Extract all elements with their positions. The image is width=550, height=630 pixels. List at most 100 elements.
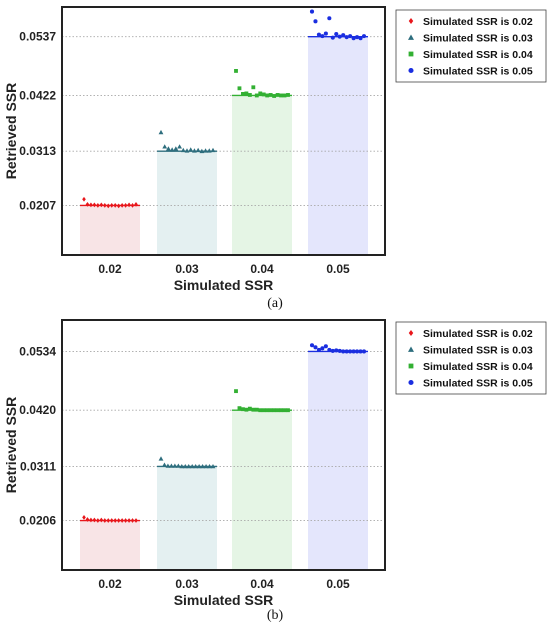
- x-tick-label: 0.02: [98, 577, 122, 591]
- x-tick-label: 0.03: [175, 577, 199, 591]
- figure-caption: (b): [267, 608, 284, 623]
- data-point: [134, 201, 138, 207]
- data-point: [99, 517, 104, 523]
- data-point: [351, 349, 356, 354]
- data-point: [323, 344, 328, 349]
- data-point: [279, 93, 283, 98]
- data-point: [184, 148, 190, 153]
- data-point: [158, 129, 164, 135]
- legend-entry: Simulated SSR is 0.02: [423, 16, 533, 28]
- data-point: [207, 463, 212, 469]
- chart-panel-2: 0.0206 0.0311 0.0420 0.0534 0.02 0.03 0.04 0.05…: [3, 319, 547, 623]
- data-point: [337, 348, 342, 353]
- data-point: [234, 389, 238, 394]
- legend-entry: Simulated SSR is 0.04: [423, 49, 533, 61]
- legend-entry: Simulated SSR is 0.03: [423, 344, 533, 356]
- data-point: [182, 463, 188, 469]
- data-point: [244, 407, 249, 412]
- data-point: [258, 91, 263, 96]
- data-point: [186, 463, 192, 469]
- y-tick-label: 0.0534: [19, 344, 56, 358]
- data-point: [179, 463, 185, 469]
- data-point: [127, 202, 131, 208]
- data-point: [247, 93, 252, 97]
- data-point: [316, 32, 321, 37]
- data-point: [196, 463, 202, 469]
- data-point: [120, 518, 124, 523]
- data-point: [282, 408, 287, 413]
- data-point: [358, 36, 363, 41]
- legend-box: [395, 321, 547, 395]
- data-point: [258, 408, 263, 413]
- data-point: [361, 34, 367, 39]
- data-point: [165, 463, 171, 468]
- data-point: [210, 147, 216, 153]
- legend-marker: [408, 346, 414, 352]
- data-point: [210, 463, 216, 469]
- data-point: [309, 343, 315, 348]
- data-point: [244, 91, 249, 96]
- y-tick-label: 0.0420: [19, 403, 56, 417]
- legend: Simulated SSR is 0.02 Simulated SSR is 0.…: [395, 321, 547, 395]
- data-point: [341, 349, 346, 354]
- data-point: [96, 518, 100, 523]
- data-point: [206, 148, 212, 153]
- data-point: [103, 518, 107, 523]
- y-tick-label: 0.0311: [20, 459, 56, 473]
- data-point: [123, 203, 128, 208]
- data-point: [279, 408, 283, 413]
- data-point: [162, 144, 168, 149]
- legend-marker: [408, 51, 414, 57]
- data-point: [200, 463, 205, 469]
- data-point: [172, 463, 178, 468]
- data-point: [193, 463, 199, 469]
- x-tick-label: 0.04: [250, 262, 274, 276]
- data-point: [166, 146, 171, 151]
- data-point: [175, 463, 181, 468]
- data-point: [334, 32, 339, 37]
- data-point: [92, 202, 97, 208]
- data-point: [199, 148, 205, 154]
- data-point: [134, 518, 138, 523]
- data-point: [247, 406, 252, 411]
- legend: Simulated SSR is 0.02 Simulated SSR is 0.…: [395, 9, 547, 83]
- plot-frame: [61, 319, 386, 571]
- data-point: [123, 518, 128, 523]
- bar-0.03: [157, 466, 217, 570]
- data-point: [344, 349, 349, 354]
- data-point: [265, 93, 270, 98]
- data-point: [337, 34, 342, 39]
- data-point: [334, 348, 339, 353]
- data-point: [195, 147, 201, 153]
- data-point: [85, 201, 90, 207]
- data-point: [103, 203, 107, 208]
- bar-0.02: [80, 520, 140, 570]
- data-point: [106, 518, 111, 523]
- data-point: [89, 517, 93, 523]
- data-point: [330, 348, 335, 353]
- data-point: [275, 93, 280, 97]
- x-tick-label: 0.04: [250, 577, 274, 591]
- data-point: [355, 349, 360, 354]
- legend-entry: Simulated SSR is 0.05: [423, 377, 533, 389]
- legend-marker: [408, 330, 414, 336]
- data-point: [241, 92, 245, 96]
- data-point: [106, 203, 111, 209]
- data-point: [158, 456, 164, 461]
- data-point: [130, 518, 135, 523]
- data-point: [127, 518, 131, 523]
- data-point: [254, 93, 259, 98]
- data-point: [309, 9, 315, 14]
- data-point: [92, 517, 97, 523]
- data-point: [99, 202, 104, 208]
- x-tick-label: 0.05: [326, 262, 350, 276]
- data-point: [272, 408, 277, 413]
- data-point: [180, 147, 186, 153]
- data-point: [320, 346, 325, 351]
- data-point: [355, 35, 360, 40]
- bar-0.03: [157, 151, 217, 255]
- data-point: [113, 518, 117, 523]
- data-point: [265, 408, 270, 413]
- data-point: [82, 515, 86, 520]
- data-point: [327, 16, 332, 21]
